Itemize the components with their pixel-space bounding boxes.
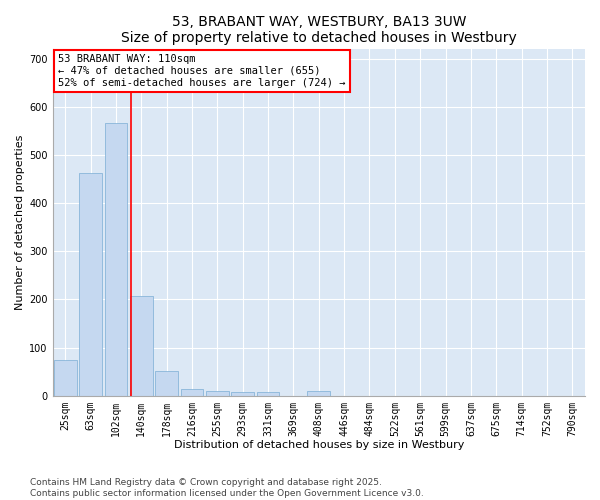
Title: 53, BRABANT WAY, WESTBURY, BA13 3UW
Size of property relative to detached houses: 53, BRABANT WAY, WESTBURY, BA13 3UW Size…: [121, 15, 517, 45]
Bar: [155, 370, 178, 396]
Bar: [54, 360, 77, 396]
Text: 53 BRABANT WAY: 110sqm
← 47% of detached houses are smaller (655)
52% of semi-de: 53 BRABANT WAY: 110sqm ← 47% of detached…: [58, 54, 346, 88]
Bar: [257, 392, 280, 396]
Bar: [206, 391, 229, 396]
X-axis label: Distribution of detached houses by size in Westbury: Distribution of detached houses by size …: [173, 440, 464, 450]
Bar: [181, 388, 203, 396]
Bar: [79, 174, 102, 396]
Bar: [231, 392, 254, 396]
Bar: [307, 391, 330, 396]
Text: Contains HM Land Registry data © Crown copyright and database right 2025.
Contai: Contains HM Land Registry data © Crown c…: [30, 478, 424, 498]
Bar: [130, 296, 152, 396]
Bar: [104, 123, 127, 396]
Y-axis label: Number of detached properties: Number of detached properties: [15, 134, 25, 310]
